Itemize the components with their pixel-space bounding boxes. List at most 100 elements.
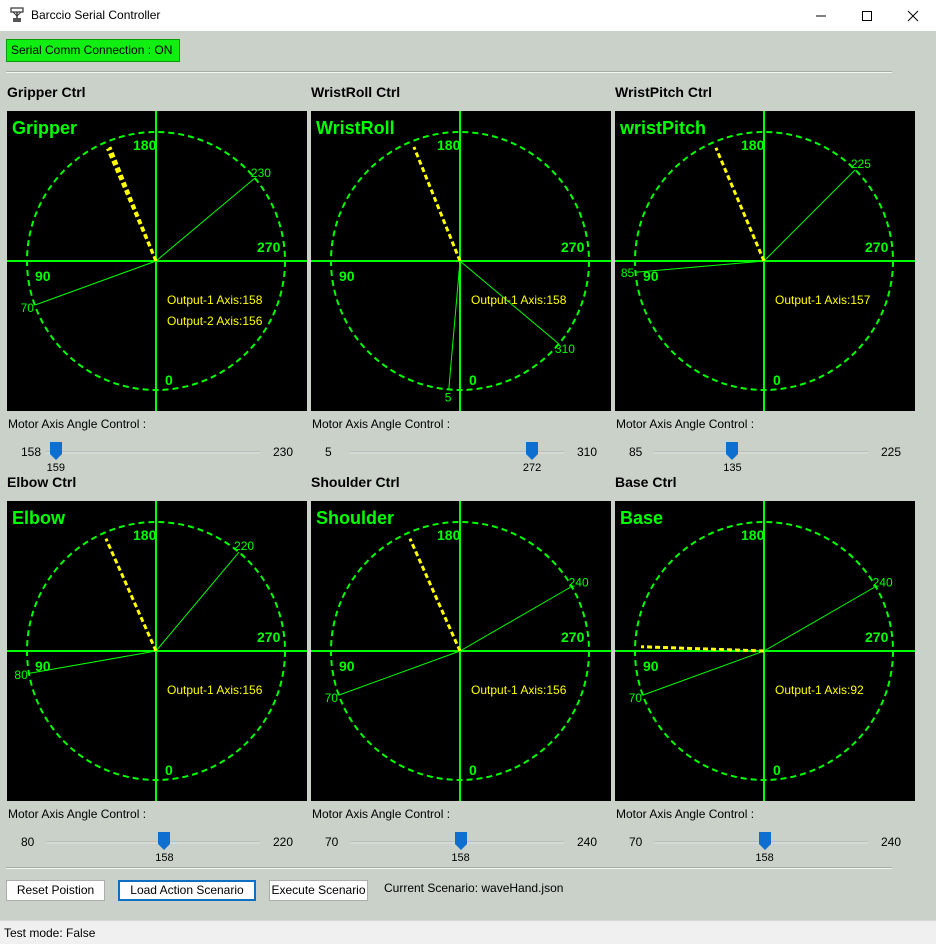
limit-line [459, 586, 572, 652]
slider-thumb[interactable] [454, 832, 467, 850]
limit-line [448, 260, 461, 390]
output-needle [714, 147, 766, 262]
limit-line [155, 177, 256, 262]
cardinal-label-left: 90 [35, 268, 51, 284]
maximize-button[interactable] [844, 0, 890, 31]
output-needle [104, 538, 158, 652]
slider-thumb[interactable] [726, 442, 739, 460]
elbow-dial-graphic: 220 80 180 90 270 0 Elbow Output-1 Axis:156 [7, 501, 307, 801]
slider-value-label: 158 [451, 852, 470, 864]
slider-min-label: 5 [325, 445, 332, 459]
slider-value-label: 158 [755, 852, 774, 864]
slider-thumb[interactable] [758, 832, 771, 850]
axis-readout: Output-1 Axis:158 [471, 293, 567, 307]
slider-max-label: 225 [881, 445, 902, 459]
slider-value-label: 158 [155, 852, 174, 864]
wristroll-dial-graphic: 310 5 180 90 270 0 WristRoll Output-1 Axis:158 [311, 111, 611, 411]
slider-max-label: 310 [577, 445, 598, 459]
shoulder-control-label: Motor Axis Angle Control : [312, 807, 451, 821]
slider-min-label: 70 [325, 835, 339, 849]
cardinal-label-top: 180 [437, 527, 461, 543]
elbow-panel-title: Elbow Ctrl [7, 474, 77, 490]
dial-name: Gripper [12, 118, 77, 138]
close-icon [907, 10, 919, 21]
cardinal-label-bottom: 0 [773, 762, 781, 778]
cardinal-label-right: 270 [257, 239, 281, 255]
output-needle [412, 146, 462, 262]
gripper-dial: 230 70 180 90 270 0 Gripper Output-1 Axis:158 Ou… [7, 111, 307, 411]
title-bar: Barccio Serial Controller [0, 0, 936, 31]
slider-thumb[interactable] [526, 442, 539, 460]
slider-value-label: 159 [46, 462, 65, 474]
axis-readout: Output-1 Axis:156 [167, 683, 263, 697]
dial-name: Elbow [12, 508, 66, 528]
limit-line [459, 260, 560, 345]
slider-track[interactable] [654, 451, 868, 454]
wristpitch-panel-title: WristPitch Ctrl [615, 84, 712, 100]
slider-min-label: 158 [21, 445, 42, 459]
limit-label: 70 [325, 691, 339, 705]
slider-max-label: 230 [273, 445, 294, 459]
slider-track[interactable] [46, 451, 260, 454]
limit-label: 70 [21, 301, 35, 315]
shoulder-dial-graphic: 240 70 180 90 270 0 Shoulder Output-1 Axis:156 [311, 501, 611, 801]
cardinal-label-left: 90 [643, 658, 659, 674]
cardinal-label-top: 180 [741, 527, 765, 543]
output-needle [408, 538, 462, 652]
cardinal-label-right: 270 [561, 239, 585, 255]
slider-value-label: 135 [723, 462, 742, 474]
wristpitch-dial: 225 85 180 90 270 0 wristPitch Output-1 Axis:15… [615, 111, 915, 411]
limit-line [763, 169, 856, 262]
slider-thumb[interactable] [158, 832, 171, 850]
load-action-scenario-button[interactable]: Load Action Scenario [118, 880, 256, 901]
limit-line [34, 260, 157, 306]
limit-label: 85 [621, 266, 635, 280]
axis-readout: Output-1 Axis:158 [167, 293, 263, 307]
slider-track[interactable] [350, 451, 564, 454]
test-mode-status: Test mode: False [4, 926, 96, 940]
slider-value-label: 272 [522, 462, 542, 474]
shoulder-slider[interactable]: 70 240 158 [311, 830, 611, 870]
top-divider [6, 71, 892, 73]
gripper-slider[interactable]: 158 230 159 [7, 440, 307, 480]
robot-arm-icon [10, 7, 24, 22]
minimize-button[interactable] [798, 0, 844, 31]
limit-line [642, 650, 765, 696]
wristroll-slider[interactable]: 5 310 272 [311, 440, 611, 480]
wristroll-control-label: Motor Axis Angle Control : [312, 417, 451, 431]
cardinal-label-left: 90 [35, 658, 51, 674]
cardinal-label-bottom: 0 [773, 372, 781, 388]
elbow-slider[interactable]: 80 220 158 [7, 830, 307, 870]
limit-label: 80 [14, 668, 28, 682]
base-control-label: Motor Axis Angle Control : [616, 807, 755, 821]
cardinal-label-top: 180 [133, 527, 157, 543]
limit-label: 220 [234, 539, 254, 553]
bottom-divider [6, 867, 892, 869]
base-dial-graphic: 240 70 180 90 270 0 Base Output-1 Axis:92 [615, 501, 915, 801]
execute-scenario-button[interactable]: Execute Scenario [269, 880, 368, 901]
limit-label: 240 [569, 576, 589, 590]
gripper-control-label: Motor Axis Angle Control : [8, 417, 147, 431]
dial-name: wristPitch [619, 118, 706, 138]
close-button[interactable] [890, 0, 936, 31]
slider-thumb[interactable] [49, 442, 62, 460]
cardinal-label-right: 270 [257, 629, 281, 645]
gripper-dial-graphic: 230 70 180 90 270 0 Gripper Output-1 Axis:158 Ou… [7, 111, 307, 411]
cardinal-label-bottom: 0 [469, 372, 477, 388]
cardinal-label-right: 270 [865, 629, 889, 645]
cardinal-label-top: 180 [741, 137, 765, 153]
output-needle [106, 148, 158, 262]
cardinal-label-left: 90 [339, 658, 355, 674]
slider-min-label: 80 [21, 835, 35, 849]
cardinal-label-left: 90 [339, 268, 355, 284]
wristpitch-slider[interactable]: 85 225 135 [615, 440, 915, 480]
reset-position-button[interactable]: Reset Poistion [6, 880, 105, 901]
dial-name: WristRoll [316, 118, 395, 138]
base-slider[interactable]: 70 240 158 [615, 830, 915, 870]
limit-label: 5 [445, 390, 452, 404]
cardinal-label-bottom: 0 [469, 762, 477, 778]
serial-connection-badge: Serial Comm Connection : ON [6, 39, 180, 62]
limit-line [338, 650, 461, 696]
elbow-control-label: Motor Axis Angle Control : [8, 807, 147, 821]
slider-track[interactable] [46, 841, 260, 844]
